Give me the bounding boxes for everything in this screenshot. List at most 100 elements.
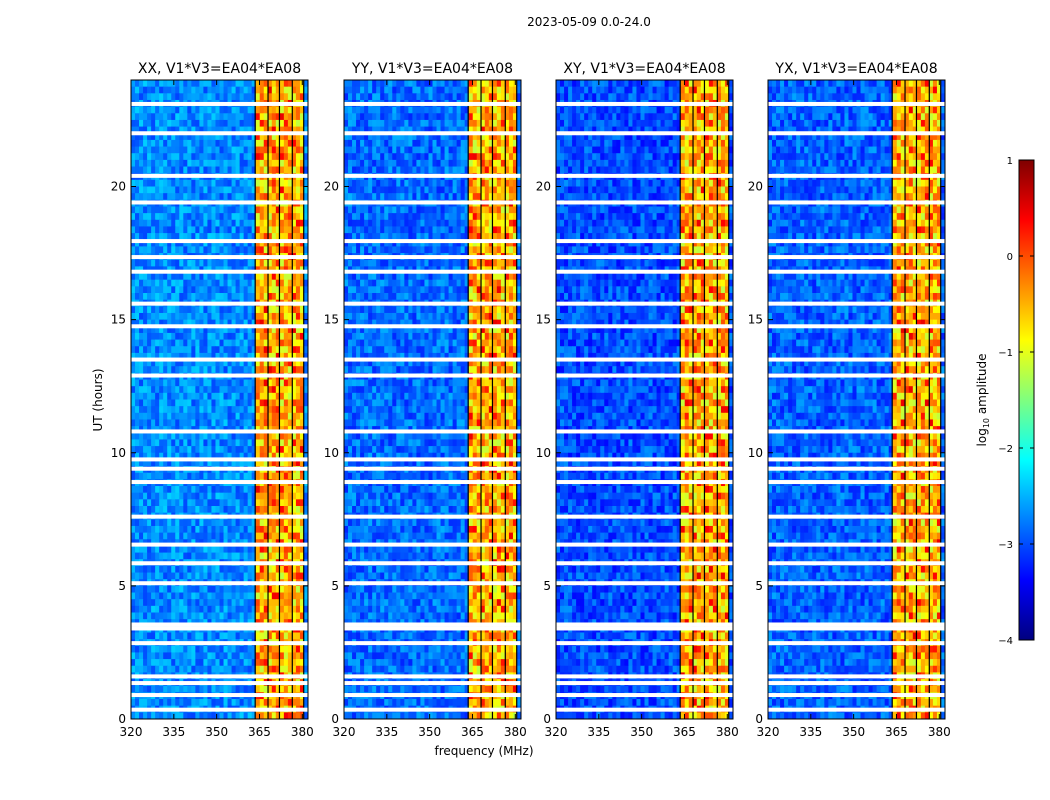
x-tick-label: 350 <box>842 725 865 739</box>
panel-0: XX, V1*V3=EA04*EA08 320 335 350 365 380 0 5 10 15… <box>111 61 314 739</box>
flagged-row <box>344 514 521 519</box>
flagged-row <box>344 101 521 106</box>
flagged-row <box>556 542 733 547</box>
flagged-row <box>556 693 733 698</box>
y-axis-label: UT (hours) <box>91 368 105 431</box>
flagged-row <box>556 457 733 462</box>
y-tick-label: 5 <box>331 579 339 593</box>
flagged-row <box>768 429 945 434</box>
flagged-row <box>768 357 945 362</box>
x-tick-label: 335 <box>799 725 822 739</box>
x-tick-label: 365 <box>248 725 271 739</box>
flagged-row <box>344 693 521 698</box>
flagged-row <box>556 173 733 178</box>
flagged-row <box>344 324 521 329</box>
x-tick-label: 320 <box>333 725 356 739</box>
heatmap-cells <box>344 80 521 719</box>
flagged-row <box>556 641 733 646</box>
colorbar: −4 −3 −2 −1 0 1 log10 amplitude <box>975 156 1035 647</box>
panel-frame <box>343 79 522 720</box>
x-tick-label: 365 <box>885 725 908 739</box>
panel-title: XX, V1*V3=EA04*EA08 <box>138 61 301 77</box>
flagged-row <box>556 429 733 434</box>
panel-frame <box>555 79 734 720</box>
flagged-row <box>131 255 308 260</box>
panel-1: YY, V1*V3=EA04*EA08 320 335 350 365 380 0 5 10 15… <box>324 61 527 739</box>
flagged-row <box>768 480 945 485</box>
heatmap-cells <box>131 80 308 719</box>
flagged-row <box>768 581 945 586</box>
colorbar-tick-label: −3 <box>998 540 1013 551</box>
flagged-row <box>768 200 945 205</box>
flagged-row <box>556 301 733 306</box>
panel-title: YX, V1*V3=EA04*EA08 <box>774 61 937 77</box>
y-tick-label: 10 <box>536 446 551 460</box>
y-tick-label: 10 <box>324 446 339 460</box>
x-tick-label: 350 <box>205 725 228 739</box>
flagged-row <box>344 255 521 260</box>
flagged-row <box>768 622 945 627</box>
flagged-row <box>556 626 733 631</box>
y-tick-label: 0 <box>118 712 126 726</box>
x-tick-label: 380 <box>291 725 314 739</box>
flagged-row <box>768 269 945 274</box>
flagged-row <box>344 681 521 686</box>
y-tick-label: 20 <box>324 180 339 194</box>
y-tick-label: 10 <box>111 446 126 460</box>
flagged-row <box>344 373 521 378</box>
flagged-row <box>131 457 308 462</box>
y-tick-label: 15 <box>748 313 763 327</box>
flagged-row <box>556 239 733 244</box>
flagged-row <box>768 674 945 679</box>
flagged-row <box>131 373 308 378</box>
flagged-row <box>344 622 521 627</box>
flagged-row <box>556 466 733 471</box>
flagged-row <box>556 674 733 679</box>
flagged-row <box>344 480 521 485</box>
flagged-row <box>768 373 945 378</box>
flagged-row <box>344 357 521 362</box>
x-tick-label: 350 <box>418 725 441 739</box>
flagged-row <box>556 101 733 106</box>
flagged-row <box>344 269 521 274</box>
x-axis-label: frequency (MHz) <box>434 744 533 758</box>
x-tick-label: 380 <box>928 725 951 739</box>
flagged-row <box>131 514 308 519</box>
panel-3: YX, V1*V3=EA04*EA08 320 335 350 365 380 0 5 10 15… <box>748 61 951 739</box>
x-tick-label: 320 <box>757 725 780 739</box>
flagged-row <box>131 693 308 698</box>
flagged-row <box>131 466 308 471</box>
x-tick-label: 380 <box>504 725 527 739</box>
flagged-row <box>344 301 521 306</box>
flagged-row <box>768 514 945 519</box>
flagged-row <box>556 622 733 627</box>
flagged-row <box>344 707 521 712</box>
flagged-row <box>131 269 308 274</box>
flagged-row <box>131 707 308 712</box>
flagged-row <box>556 480 733 485</box>
x-tick-label: 320 <box>120 725 143 739</box>
x-tick-label: 365 <box>673 725 696 739</box>
flagged-row <box>131 131 308 136</box>
colorbar-label: log10 amplitude <box>975 354 991 447</box>
flagged-row <box>131 324 308 329</box>
heatmap-cells <box>768 80 945 719</box>
flagged-row <box>768 466 945 471</box>
y-tick-label: 5 <box>755 579 763 593</box>
flagged-row <box>768 301 945 306</box>
colorbar-tick-label: 1 <box>1007 156 1013 167</box>
flagged-row <box>344 641 521 646</box>
flagged-row <box>556 373 733 378</box>
flagged-row <box>556 131 733 136</box>
y-tick-label: 20 <box>748 180 763 194</box>
flagged-row <box>131 101 308 106</box>
flagged-row <box>344 200 521 205</box>
panel-title: XY, V1*V3=EA04*EA08 <box>563 61 725 77</box>
x-tick-label: 335 <box>375 725 398 739</box>
flagged-row <box>556 707 733 712</box>
flagged-row <box>131 200 308 205</box>
flagged-row <box>131 626 308 631</box>
y-tick-label: 0 <box>331 712 339 726</box>
flagged-row <box>556 581 733 586</box>
